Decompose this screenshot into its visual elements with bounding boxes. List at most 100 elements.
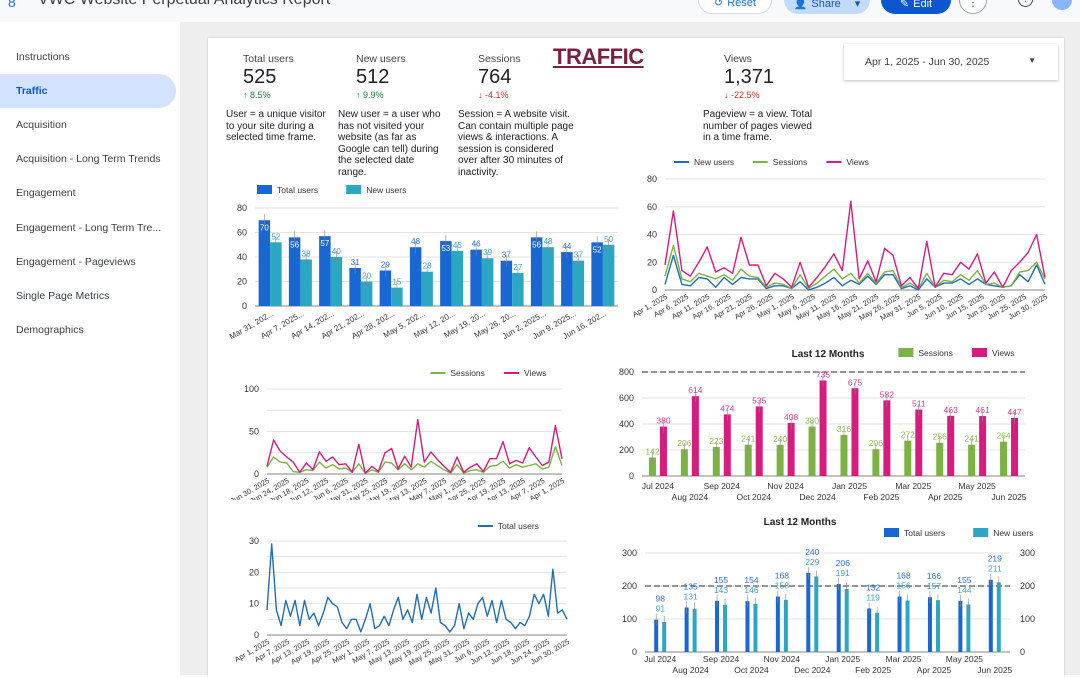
data-label: 37 [502,251,511,260]
sidebar-item-engagement[interactable]: Engagement [16,187,76,199]
edit-button[interactable]: ✎ Edit [881,0,951,14]
sidebar-nav: Instructions Traffic Acquisition Acquisi… [0,22,180,675]
monthly-sessions-views-bar-chart: 0 200 400 600 800 Last 12 Months Sessions Views… [619,348,1027,502]
bar-new-users [966,604,971,652]
x-tick-label: Aug 2024 [672,665,709,675]
bar-total-users [470,249,482,306]
x-tick-label: Feb 2025 [855,665,891,675]
sessions-description: Session = A website visit. Can contain m… [458,109,574,178]
y-tick-label: 100 [244,384,259,394]
bar-total-users [654,619,659,652]
bar-sessions [968,444,976,476]
data-label: 56 [290,240,299,249]
bar-new-users [421,271,433,306]
bar-new-users [996,582,1001,652]
x-tick-label: Mar 2025 [895,481,931,491]
date-range-picker[interactable]: Apr 1, 2025 - Jun 30, 2025 ▼ [844,44,1058,80]
data-label: 48 [544,237,553,246]
x-tick-label: Nov 2024 [764,654,801,664]
sidebar-item-acquisition-trends[interactable]: Acquisition - Long Term Trends [16,153,161,165]
share-button[interactable]: 👤 Share ▾ [784,0,870,14]
data-label: 44 [562,242,571,251]
x-tick-label: Oct 2024 [736,492,771,502]
data-label: 154 [744,575,758,585]
bar-views [851,388,859,476]
bar-new-users [481,258,494,306]
bar-total-users [319,236,331,306]
sidebar-item-acquisition[interactable]: Acquisition [16,119,67,131]
y-tick-label: 20 [249,567,259,577]
avatar[interactable] [1052,0,1072,10]
sidebar-item-single-page-metrics[interactable]: Single Page Metrics [16,290,110,302]
bar-views [915,409,923,476]
series-line-new-users [664,254,1046,291]
x-tick-label: Jan 2025 [825,654,860,664]
data-label: 135 [684,581,698,591]
bar-views [723,414,731,476]
kpi-label: Views [724,53,752,65]
y-tick-label: 0 [652,285,657,295]
sidebar-item-engagement-trends[interactable]: Engagement - Long Term Tre... [16,222,162,234]
bar-views [819,380,827,476]
legend-swatch [884,528,899,537]
bar-total-users [258,220,271,306]
data-label: 511 [912,399,926,409]
y-tick-label: 60 [237,228,247,238]
users-description: User = a unique visitor to your site dur… [226,109,326,143]
bar-views [787,422,795,476]
data-label: 27 [513,263,522,272]
bar-new-users [844,588,849,652]
data-label: 57 [320,239,329,248]
dropdown-arrow-icon: ▼ [1028,56,1036,65]
data-label: 211 [988,564,1002,574]
share-dropdown-icon[interactable]: ▾ [854,0,861,10]
data-label: 31 [351,258,360,267]
bar-total-users [988,579,993,652]
data-label: 447 [1007,407,1021,417]
data-label: 52 [271,232,280,241]
legend-label: Views [524,368,547,378]
report-page [208,38,1064,678]
y2-tick-label: 300 [1020,548,1035,558]
sidebar-item-engagement-pageviews[interactable]: Engagement - Pageviews [16,256,136,268]
data-label: 316 [837,424,851,434]
kpi-delta: ↑ 9.9% [356,90,384,100]
kpi-value: 1,371 [724,66,775,88]
sidebar-item-demographics[interactable]: Demographics [16,324,84,336]
data-label: 240 [805,547,819,557]
sidebar-item-traffic[interactable]: Traffic [0,74,176,108]
top-bar: 8 VWC Website Perpetual Analytics Report… [0,0,1080,22]
bar-new-users [753,603,758,652]
bar-views [979,416,987,476]
bar-sessions [776,444,784,476]
data-label: 146 [744,585,758,595]
data-label: 15 [392,278,401,287]
bar-total-users [561,252,573,306]
bar-sessions [872,449,880,476]
data-label: 98 [655,594,665,604]
bar-new-users [602,244,615,306]
weekly-users-bar-chart: 0 20 40 60 80 Total users New users 70 56 57 31 29 4… [228,185,618,341]
help-icon[interactable]: ? [1018,0,1033,7]
more-options-button[interactable]: ⋮ [959,0,987,14]
data-label: 191 [836,568,850,578]
legend-swatch [973,528,989,537]
reset-label: Reset [727,0,756,9]
data-label: 20 [362,272,371,281]
bar-total-users [440,241,452,306]
bar-sessions [680,449,688,476]
legend-label: Sessions [918,348,953,358]
kpi-sessions: Sessions 764 ↓ -4.1% [478,53,521,100]
sidebar-item-instructions[interactable]: Instructions [16,51,70,63]
reset-button[interactable]: ↺ Reset [698,0,772,14]
bar-views [691,396,699,476]
bar-total-users [409,247,422,306]
data-label: 91 [655,604,665,614]
bar-new-users [662,621,667,652]
data-label: 240 [773,434,787,444]
bar-new-users [723,604,728,652]
x-tick-label: Mar 2025 [886,654,922,664]
bar-views [883,400,891,476]
x-tick-label: May 2025 [958,481,996,491]
